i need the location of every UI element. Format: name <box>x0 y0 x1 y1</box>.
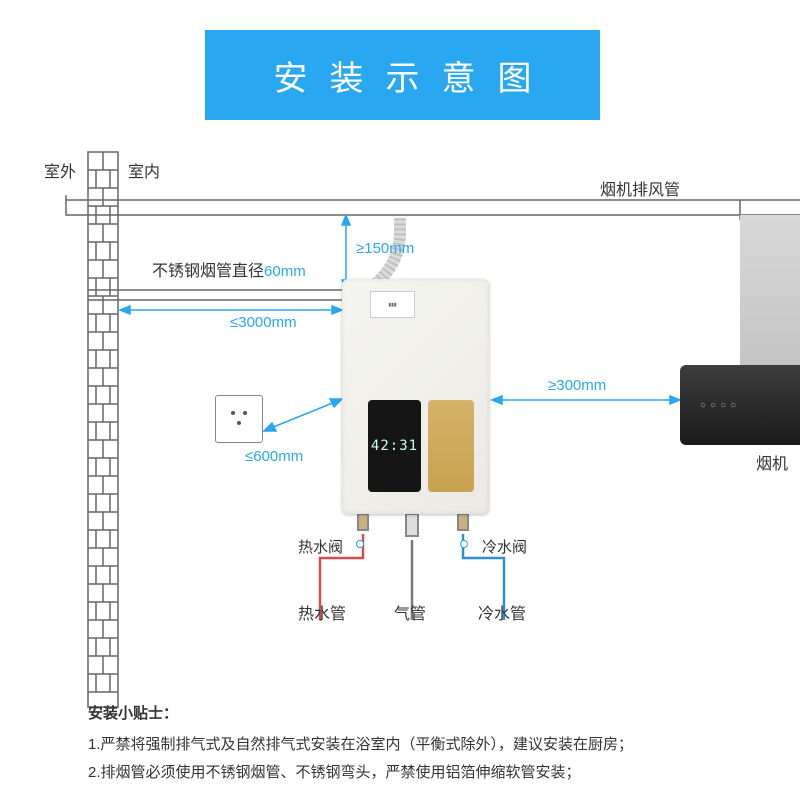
tips-line-2: 2.排烟管必须使用不锈钢烟管、不锈钢弯头，严禁使用铝箔伸缩软管安装； <box>88 759 770 788</box>
hood-backsplash <box>740 215 800 370</box>
tips-line-1: 1.严禁将强制排气式及自然排气式安装在浴室内（平衡式除外），建议安装在厨房； <box>88 731 770 760</box>
heater-temperature: 42:31 <box>371 438 418 454</box>
hot-valve-icon <box>356 540 364 548</box>
dim-300 <box>492 396 680 404</box>
wall-outline <box>88 152 118 707</box>
steel-exhaust-pipe <box>88 290 360 300</box>
diagram-container: 安装示意图 <box>0 0 800 800</box>
dim-3000 <box>120 306 342 314</box>
heater-display-panel: 42:31 <box>368 400 421 492</box>
label-hot-valve: 热水阀 <box>298 536 343 557</box>
label-exhaust-pipe: 烟机排风管 <box>600 176 680 200</box>
label-dim-600: ≤600mm <box>245 448 303 465</box>
label-gas-pipe: 气管 <box>394 600 426 624</box>
label-cold-pipe: 冷水管 <box>478 600 526 624</box>
heater-fittings <box>358 514 468 536</box>
install-tips: 安装小贴士： 1.严禁将强制排气式及自然排气式安装在浴室内（平衡式除外），建议安… <box>88 700 770 788</box>
label-outdoor: 室外 <box>44 158 76 182</box>
label-hot-pipe: 热水管 <box>298 600 346 624</box>
label-dim-300: ≥300mm <box>548 377 606 394</box>
hood-controls: ○○○○ <box>700 400 740 411</box>
tips-title: 安装小贴士： <box>88 700 770 729</box>
cold-valve-icon <box>460 540 468 548</box>
label-hood: 烟机 <box>756 450 788 474</box>
power-outlet-icon <box>215 395 263 443</box>
label-dim-150: ≥150mm <box>356 240 414 257</box>
label-steel-pipe-dia: 不锈钢烟管直径60mm <box>152 257 306 281</box>
label-indoor: 室内 <box>128 158 160 182</box>
range-hood: ○○○○ <box>680 215 800 445</box>
dim-600 <box>264 399 342 431</box>
label-cold-valve: 冷水阀 <box>482 536 527 557</box>
heater-energy-label: ▮▮▮ <box>370 291 415 318</box>
label-dim-3000: ≤3000mm <box>230 314 297 331</box>
heater-side-panel <box>428 400 474 492</box>
